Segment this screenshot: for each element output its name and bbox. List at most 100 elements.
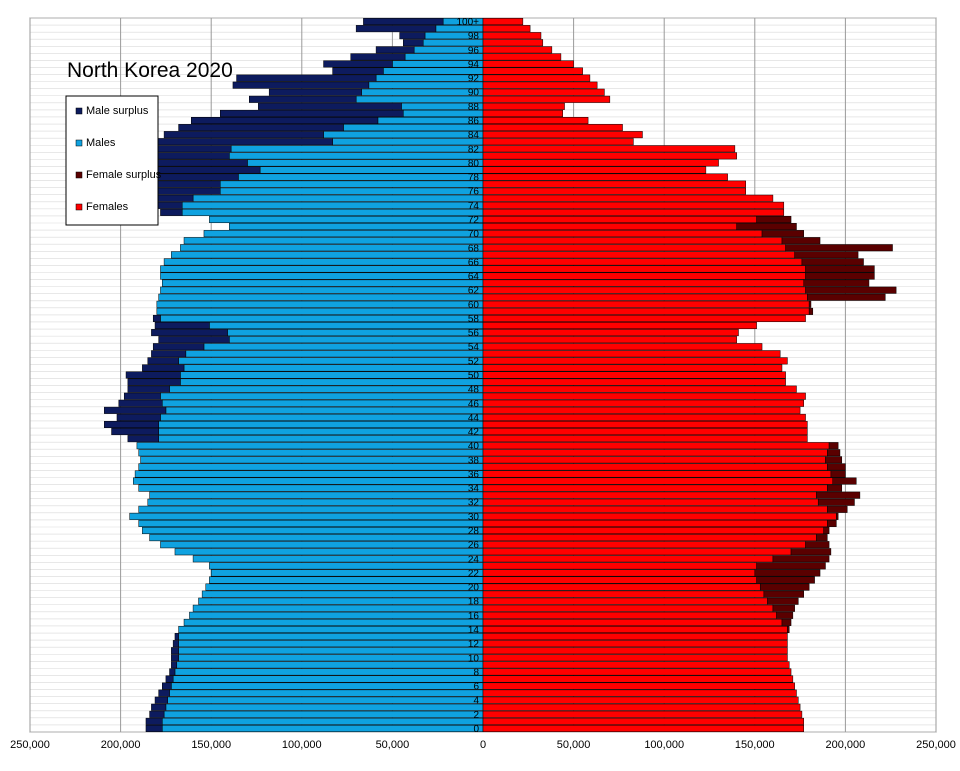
bar-female-surplus-age-29 <box>827 519 837 527</box>
age-label: 36 <box>468 469 480 480</box>
bar-male-age-32 <box>147 498 484 506</box>
bar-female-age-40 <box>482 442 830 450</box>
age-label: 22 <box>468 568 480 579</box>
bar-female-age-91 <box>482 81 598 89</box>
bar-female-age-3 <box>482 703 801 711</box>
bar-male-age-72 <box>209 215 484 223</box>
bar-male-age-11 <box>178 647 484 655</box>
bar-male-age-24 <box>192 555 484 563</box>
x-tick-label: 50,000 <box>557 739 591 751</box>
x-tick-label: 50,000 <box>376 739 410 751</box>
chart-title: North Korea 2020 <box>67 59 233 82</box>
age-label: 92 <box>468 74 480 85</box>
bar-male-age-54 <box>203 343 484 351</box>
bar-male-age-80 <box>247 159 484 167</box>
bar-female-surplus-age-27 <box>816 534 828 542</box>
x-tick-label: 250,000 <box>916 739 956 751</box>
bar-male-surplus-age-91 <box>232 81 370 89</box>
bar-male-surplus-age-41 <box>127 435 159 443</box>
age-label: 18 <box>468 597 480 608</box>
bar-male-surplus-age-45 <box>104 406 167 414</box>
bar-female-surplus-age-18 <box>767 597 799 605</box>
bar-female-age-39 <box>482 449 828 457</box>
age-label: 32 <box>468 498 480 509</box>
bar-female-age-71 <box>482 223 737 231</box>
bar-male-age-34 <box>138 484 484 492</box>
bar-female-age-92 <box>482 74 591 82</box>
bar-female-age-63 <box>482 279 804 287</box>
bar-male-surplus-age-13 <box>174 633 179 641</box>
bar-female-age-96 <box>482 46 553 54</box>
bar-female-age-86 <box>482 117 589 125</box>
bar-female-age-17 <box>482 604 774 612</box>
bar-male-surplus-age-47 <box>123 392 161 400</box>
bar-male-age-53 <box>185 350 484 358</box>
age-label: 74 <box>468 201 480 212</box>
age-label: 86 <box>468 116 480 127</box>
bar-male-surplus-age-92 <box>236 74 377 82</box>
age-label: 10 <box>468 653 480 664</box>
bar-female-age-82 <box>482 145 736 153</box>
bar-female-age-48 <box>482 385 797 393</box>
age-label: 72 <box>468 215 480 226</box>
bar-female-age-75 <box>482 194 774 202</box>
bar-male-age-43 <box>158 420 484 428</box>
bar-male-age-13 <box>178 633 484 641</box>
bar-female-age-7 <box>482 675 794 683</box>
x-tick-label: 200,000 <box>826 739 866 751</box>
bar-male-age-38 <box>140 456 484 464</box>
bar-female-age-88 <box>482 102 565 110</box>
bar-female-surplus-age-16 <box>776 611 794 619</box>
bar-male-age-14 <box>178 625 484 633</box>
age-label: 60 <box>468 300 480 311</box>
bar-male-surplus-age-85 <box>178 124 344 132</box>
bar-female-surplus-age-71 <box>736 223 797 231</box>
bar-male-age-10 <box>178 654 484 662</box>
bar-male-age-44 <box>160 413 484 421</box>
bar-female-age-68 <box>482 244 786 252</box>
bar-male-surplus-age-100 <box>363 18 444 26</box>
bar-male-surplus-age-95 <box>350 53 406 61</box>
bar-female-surplus-age-30 <box>836 512 839 520</box>
bar-female-age-31 <box>482 505 828 513</box>
bar-female-age-94 <box>482 60 574 68</box>
bar-female-surplus-age-31 <box>827 505 848 513</box>
bar-male-age-51 <box>183 364 484 372</box>
age-label: 26 <box>468 540 480 551</box>
age-label: 12 <box>468 639 480 650</box>
bar-male-age-23 <box>209 562 484 570</box>
bar-male-surplus-age-48 <box>127 385 170 393</box>
age-label: 90 <box>468 88 480 99</box>
bar-male-surplus-age-0 <box>145 724 163 732</box>
bar-female-age-43 <box>482 420 808 428</box>
bar-male-age-19 <box>201 590 484 598</box>
age-label: 70 <box>468 229 480 240</box>
age-label: 78 <box>468 173 480 184</box>
age-label: 100+ <box>456 17 479 28</box>
bar-female-age-76 <box>482 187 746 195</box>
bar-male-age-60 <box>156 300 484 308</box>
bar-female-age-20 <box>482 583 761 591</box>
bar-female-age-10 <box>482 654 788 662</box>
bar-female-age-25 <box>482 548 792 556</box>
bar-male-age-77 <box>220 180 484 188</box>
bar-male-age-61 <box>158 293 484 301</box>
bar-male-age-45 <box>165 406 484 414</box>
age-label: 88 <box>468 102 480 113</box>
bar-male-age-25 <box>174 548 484 556</box>
bar-male-surplus-age-1 <box>145 717 163 725</box>
bar-female-age-1 <box>482 717 804 725</box>
bar-male-surplus-age-55 <box>158 336 230 344</box>
bar-female-age-60 <box>482 300 810 308</box>
bar-male-age-67 <box>171 251 484 259</box>
age-label: 56 <box>468 328 480 339</box>
bar-male-age-12 <box>178 640 484 648</box>
bar-female-age-16 <box>482 611 777 619</box>
bar-male-age-16 <box>189 611 484 619</box>
age-label: 62 <box>468 286 480 297</box>
bar-male-age-47 <box>160 392 484 400</box>
bar-male-surplus-age-53 <box>151 350 187 358</box>
bar-male-age-20 <box>205 583 484 591</box>
bar-female-surplus-age-23 <box>756 562 826 570</box>
legend-swatch-males <box>75 139 83 147</box>
